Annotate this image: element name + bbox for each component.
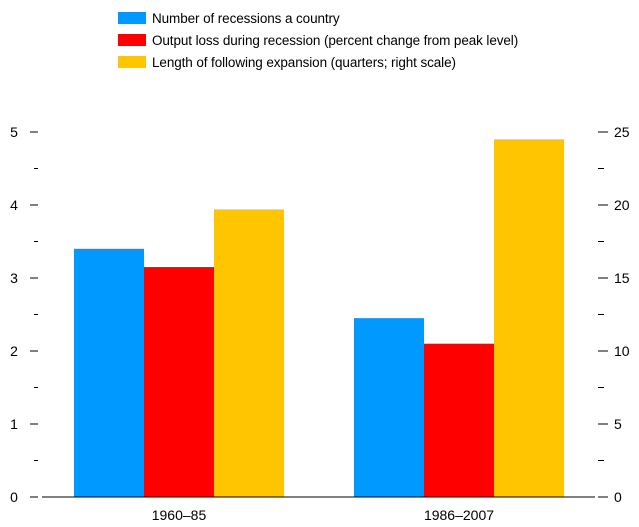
left-tick-label-5: 5 xyxy=(10,124,18,140)
bar-recessions-2 xyxy=(354,318,424,497)
right-tick-label-5: 25 xyxy=(614,124,630,140)
legend-swatch-red xyxy=(118,34,146,46)
bar-output-loss-1 xyxy=(144,267,214,497)
legend-label-expansion: Length of following expansion (quarters;… xyxy=(152,54,456,70)
right-tick-label-0: 0 xyxy=(614,489,622,505)
legend-label-recessions: Number of recessions a country xyxy=(152,10,340,26)
left-tick-label-1: 1 xyxy=(10,416,18,432)
x-tick-label-2: 1986–2007 xyxy=(424,507,494,523)
legend-label-output-loss: Output loss during recession (percent ch… xyxy=(152,32,519,48)
bar-output-loss-2 xyxy=(424,343,494,497)
right-tick-label-2: 10 xyxy=(614,343,630,359)
legend-swatch-yellow xyxy=(118,56,146,68)
left-tick-label-2: 2 xyxy=(10,343,18,359)
left-tick-label-3: 3 xyxy=(10,270,18,286)
bar-expansion-2 xyxy=(494,139,564,498)
legend-swatch-blue xyxy=(118,12,146,24)
legend-item-expansion: Length of following expansion (quarters;… xyxy=(118,51,518,73)
right-tick-label-4: 20 xyxy=(614,197,630,213)
x-tick-label-1: 1960–85 xyxy=(152,507,207,523)
legend-item-output-loss: Output loss during recession (percent ch… xyxy=(118,29,518,51)
left-tick-label-0: 0 xyxy=(10,489,18,505)
bar-recessions-1 xyxy=(74,248,144,497)
right-tick-label-3: 15 xyxy=(614,270,630,286)
right-tick-label-1: 5 xyxy=(614,416,622,432)
legend: Number of recessions a country Output lo… xyxy=(118,7,518,73)
bar-expansion-1 xyxy=(214,209,284,497)
left-tick-label-4: 4 xyxy=(10,197,18,213)
legend-item-recessions: Number of recessions a country xyxy=(118,7,518,29)
